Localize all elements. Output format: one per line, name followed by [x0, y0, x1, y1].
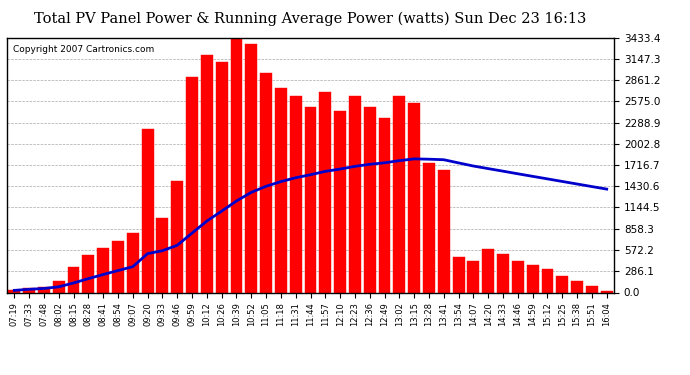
- Bar: [53, 281, 65, 292]
- Bar: [201, 55, 213, 292]
- Bar: [230, 38, 242, 292]
- Bar: [290, 96, 302, 292]
- Bar: [8, 290, 20, 292]
- Bar: [275, 88, 287, 292]
- Bar: [349, 96, 361, 292]
- Bar: [334, 111, 346, 292]
- Bar: [571, 280, 583, 292]
- Bar: [186, 77, 198, 292]
- Bar: [82, 255, 95, 292]
- Bar: [556, 276, 568, 292]
- Bar: [526, 265, 539, 292]
- Bar: [601, 291, 613, 292]
- Bar: [157, 218, 168, 292]
- Bar: [304, 107, 317, 292]
- Bar: [97, 248, 109, 292]
- Bar: [68, 267, 79, 292]
- Bar: [127, 233, 139, 292]
- Bar: [468, 261, 480, 292]
- Bar: [216, 62, 228, 292]
- Bar: [512, 261, 524, 292]
- Bar: [38, 286, 50, 292]
- Bar: [260, 74, 272, 292]
- Bar: [497, 254, 509, 292]
- Bar: [423, 162, 435, 292]
- Bar: [408, 103, 420, 292]
- Bar: [586, 286, 598, 292]
- Bar: [379, 118, 391, 292]
- Bar: [246, 44, 257, 292]
- Bar: [112, 240, 124, 292]
- Bar: [482, 249, 494, 292]
- Text: Copyright 2007 Cartronics.com: Copyright 2007 Cartronics.com: [13, 45, 155, 54]
- Bar: [453, 257, 464, 292]
- Bar: [393, 96, 405, 292]
- Bar: [141, 129, 153, 292]
- Bar: [364, 107, 375, 292]
- Bar: [438, 170, 450, 292]
- Text: Total PV Panel Power & Running Average Power (watts) Sun Dec 23 16:13: Total PV Panel Power & Running Average P…: [34, 11, 586, 26]
- Bar: [542, 269, 553, 292]
- Bar: [319, 92, 331, 292]
- Bar: [23, 288, 35, 292]
- Bar: [171, 181, 183, 292]
